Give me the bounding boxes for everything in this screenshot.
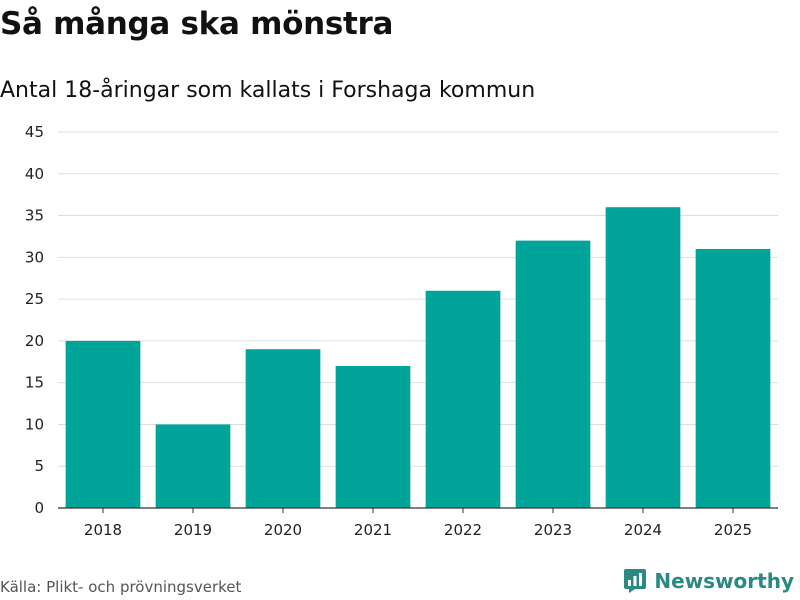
x-tick-label: 2022 — [444, 521, 482, 539]
chart-subtitle: Antal 18-åringar som kallats i Forshaga … — [0, 78, 536, 103]
bar-2019 — [155, 424, 231, 508]
y-tick-label: 5 — [34, 457, 44, 475]
x-axis-ticks: 2018 2019 2020 2021 2022 2023 2024 2025 — [84, 508, 752, 539]
bar-2020 — [245, 349, 321, 508]
bar-2018 — [65, 340, 141, 508]
x-tick-label: 2023 — [534, 521, 572, 539]
y-tick-label: 15 — [25, 374, 44, 392]
bar-2024 — [605, 207, 681, 508]
bar-2021 — [335, 365, 411, 508]
y-tick-label: 10 — [25, 415, 44, 433]
y-tick-label: 45 — [25, 123, 44, 141]
bar-2022 — [425, 290, 501, 508]
x-tick-label: 2024 — [624, 521, 662, 539]
bar-2023 — [515, 240, 591, 508]
x-tick-label: 2021 — [354, 521, 392, 539]
source-note: Källa: Plikt- och prövningsverket — [0, 578, 242, 596]
y-tick-label: 40 — [25, 165, 44, 183]
newsworthy-logo[interactable]: Newsworthy — [623, 568, 794, 594]
y-tick-label: 30 — [25, 248, 44, 266]
chart-title: Så många ska mönstra — [0, 6, 394, 42]
bar-2025 — [695, 248, 771, 508]
y-tick-label: 0 — [34, 499, 44, 517]
x-tick-label: 2025 — [714, 521, 752, 539]
bars — [65, 207, 771, 508]
x-tick-label: 2019 — [174, 521, 212, 539]
x-tick-label: 2018 — [84, 521, 122, 539]
newsworthy-logo-icon — [624, 569, 647, 593]
y-tick-label: 20 — [25, 332, 44, 350]
brand-name: Newsworthy — [654, 569, 794, 593]
y-tick-label: 35 — [25, 207, 44, 225]
x-tick-label: 2020 — [264, 521, 302, 539]
y-axis-ticks: 0 5 10 15 20 25 30 35 40 45 — [25, 123, 44, 517]
y-tick-label: 25 — [25, 290, 44, 308]
